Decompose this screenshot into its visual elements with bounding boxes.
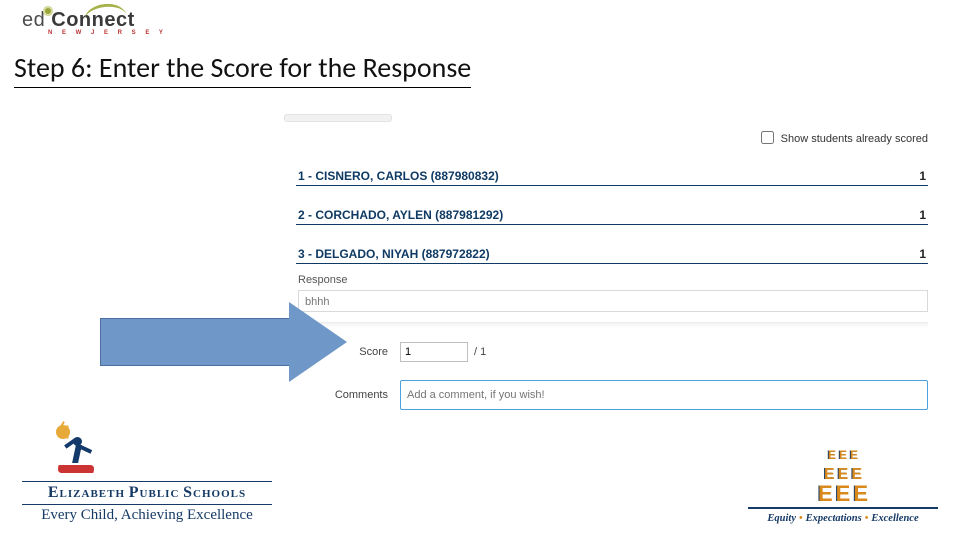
comments-row: Comments <box>298 380 928 410</box>
score-row: Score / 1 <box>298 342 928 362</box>
divider <box>748 507 938 509</box>
student-name: 2 - CORCHADO, AYLEN (887981292) <box>298 208 503 222</box>
logo-edconnect: edConnect N E W J E R S E Y <box>22 6 182 36</box>
student-row[interactable]: 2 - CORCHADO, AYLEN (887981292) 1 <box>296 202 928 225</box>
student-name: 3 - DELGADO, NIYAH (887972822) <box>298 247 490 261</box>
score-input[interactable] <box>400 342 468 362</box>
response-value: bhhh <box>298 290 928 312</box>
eee-row-icon: EEE <box>748 448 938 465</box>
score-outof: / 1 <box>474 346 486 358</box>
student-row[interactable]: 3 - DELGADO, NIYAH (887972822) 1 <box>296 241 928 264</box>
eps-tagline: Every Child, Achieving Excellence <box>22 507 272 524</box>
student-name: 1 - CISNERO, CARLOS (887980832) <box>298 169 499 183</box>
logo-nj: N E W J E R S E Y <box>48 30 182 36</box>
callout-arrow-icon <box>100 302 370 382</box>
page-title: Step 6: Enter the Score for the Response <box>14 50 471 88</box>
scoring-panel: Show students already scored 1 - CISNERO… <box>296 128 928 428</box>
logo-eps: ELIZABETH PUBLIC SCHOOLS Every Child, Ac… <box>22 481 272 524</box>
show-scored-label: Show students already scored <box>781 133 928 145</box>
student-row[interactable]: 1 - CISNERO, CARLOS (887980832) 1 <box>296 163 928 186</box>
logo-eee: EEE EEE EEE Equity•Expectations•Excellen… <box>748 448 938 524</box>
comments-label: Comments <box>298 389 400 401</box>
eee-row-icon: EEE <box>748 486 938 503</box>
student-score: 1 <box>919 208 926 222</box>
logo-ed: ed <box>22 9 45 31</box>
response-label: Response <box>298 274 928 286</box>
show-scored-checkbox[interactable] <box>761 131 774 144</box>
scrollbar-hint <box>284 114 392 122</box>
comments-input[interactable] <box>400 380 928 410</box>
student-score: 1 <box>919 169 926 183</box>
eee-motto: Equity•Expectations•Excellence <box>748 513 938 524</box>
eps-mark-icon <box>56 425 96 473</box>
show-scored-row: Show students already scored <box>296 128 928 147</box>
response-block: Response bhhh Score / 1 Comments <box>296 274 928 410</box>
eps-title: ELIZABETH PUBLIC SCHOOLS <box>22 481 272 505</box>
divider <box>298 322 928 328</box>
student-score: 1 <box>919 247 926 261</box>
